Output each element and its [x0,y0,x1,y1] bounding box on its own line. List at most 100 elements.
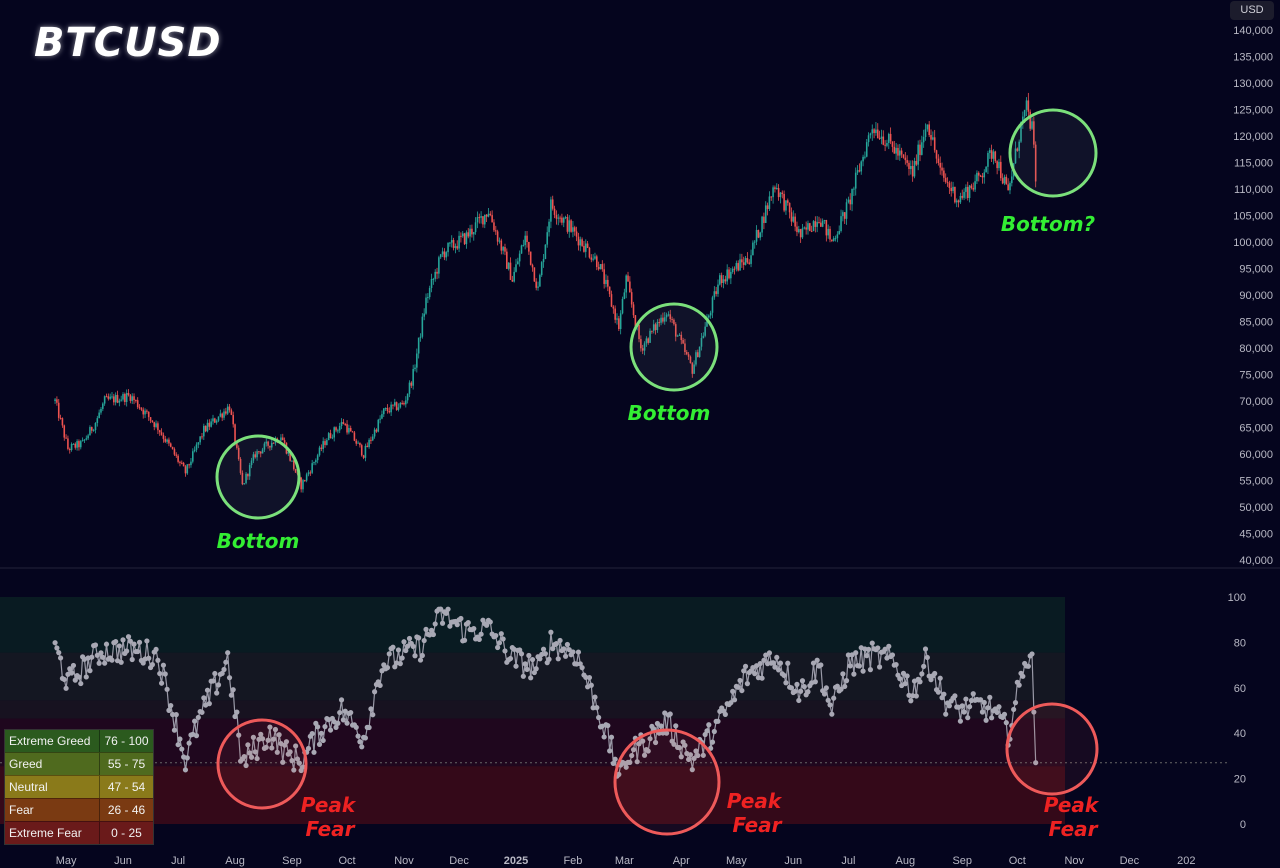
candle-body [652,324,655,331]
candle-body [322,441,324,449]
candle-body [651,330,653,332]
candle-body [744,258,747,265]
index-point [236,732,242,738]
x-tick-label: Jul [841,855,855,867]
index-point [575,649,582,655]
index-point [799,678,806,684]
candle-body [158,430,161,433]
currency-badge[interactable]: USD [1230,1,1274,20]
index-point [562,653,569,659]
candle-body [1022,116,1024,122]
price-tick-label: 125,000 [1233,105,1273,117]
candle-body [594,256,596,259]
candle-body [869,133,872,136]
price-tick-label: 120,000 [1233,131,1273,143]
candle-body [542,259,545,263]
candle-body [113,396,115,403]
candle-body [816,222,818,227]
candle-body [243,483,246,485]
candle-body [225,411,227,414]
index-point [124,648,130,654]
index-point [158,680,165,686]
index-point [495,644,501,651]
index-point [869,640,875,646]
peak-fear-label-1-line1: Peak [301,793,357,817]
index-point [889,652,896,658]
candle-body [924,129,927,138]
candle-body [1011,176,1013,184]
candle-body [316,455,319,461]
index-point [691,755,697,762]
index-point [445,606,451,612]
index-point [103,641,110,647]
candle-body [994,151,997,162]
candle-body [76,441,78,448]
candle-body [792,216,795,222]
legend-label: Extreme Greed [5,730,100,752]
x-tick-label: Mar [615,855,634,867]
candle-body [570,220,572,232]
index-point [500,636,506,642]
index-point [92,642,99,648]
candle-body [344,423,347,425]
index-point [305,745,312,752]
price-tick-label: 45,000 [1239,529,1273,541]
candle-body [74,443,77,448]
candle-body [601,264,604,270]
index-point [564,641,571,648]
candle-body [880,136,883,139]
candle-body [175,454,178,456]
candle-body [438,257,440,274]
index-point [761,657,767,663]
index-point [794,681,800,687]
candle-body [59,417,62,419]
candle-body [302,480,304,490]
index-point [221,666,227,673]
candle-body [990,150,993,159]
candle-body [142,409,145,415]
candle-body [836,234,839,239]
candle-body [770,196,773,198]
index-point [676,745,683,751]
candle-body [447,242,449,253]
candle-body [858,170,861,172]
candle-body [419,336,422,338]
index-point [63,685,69,691]
candle-body [977,172,980,176]
index-point [946,703,952,709]
candle-body [54,399,56,401]
candle-body [259,451,262,454]
index-point [537,656,543,662]
candle-body [414,367,416,370]
index-point [865,646,872,652]
candle-body [388,411,391,413]
index-point [381,662,387,668]
candle-body [304,480,306,482]
candle-body [854,172,857,189]
candle-body [79,441,82,448]
index-point [686,756,692,763]
candle-body [520,245,523,254]
index-point [368,706,374,712]
index-point [83,674,89,680]
index-point [170,711,176,718]
candle-body [845,202,848,219]
index-point [704,728,710,734]
legend-label: Greed [5,753,100,775]
index-point [588,682,594,688]
candle-body [127,393,130,396]
candle-body [709,312,712,316]
candle-body [283,440,286,443]
candle-body [507,262,510,269]
index-point [94,652,100,658]
candle-body [416,353,418,368]
candle-body [237,447,240,460]
index-point [294,756,301,762]
candle-body [963,191,965,198]
candle-body [889,133,892,142]
index-point [87,668,93,674]
index-point [419,652,425,659]
band-extreme-greed [0,597,1065,653]
candle-body [607,279,609,287]
candle-body [270,442,273,448]
